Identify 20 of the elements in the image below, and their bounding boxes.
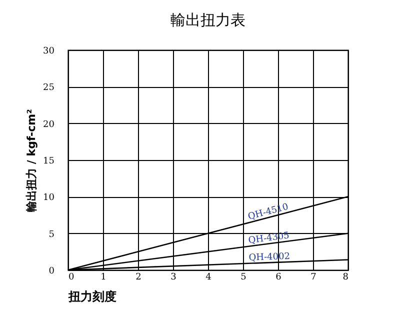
x-tick-label: 8 [342, 272, 349, 282]
x-tick-label: 0 [68, 272, 74, 282]
y-tick-label: 20 [43, 120, 55, 130]
x-tick-label: 5 [240, 272, 247, 282]
x-tick-label: 3 [170, 272, 177, 282]
x-axis-title: 扭力刻度 [68, 290, 116, 304]
y-axis-title: 輸出扭力 / kgf-cm² [25, 108, 38, 213]
y-tick-label: 30 [43, 46, 55, 56]
text: QH-4305 [248, 230, 290, 246]
series-label: QH-4002 [248, 252, 290, 264]
y-tick-label: 25 [43, 83, 55, 94]
chart-title: 輸出扭力表 [170, 11, 246, 29]
x-tick-label: 7 [310, 272, 317, 282]
y-tick-label: 10 [43, 193, 55, 204]
x-tick-label: 4 [206, 272, 212, 282]
y-tick-label: 5 [48, 230, 55, 240]
y-tick-label: 15 [43, 156, 55, 166]
x-tick-label: 6 [276, 272, 282, 282]
x-tick-label: 1 [100, 272, 106, 282]
x-tick-label: 2 [136, 272, 142, 282]
